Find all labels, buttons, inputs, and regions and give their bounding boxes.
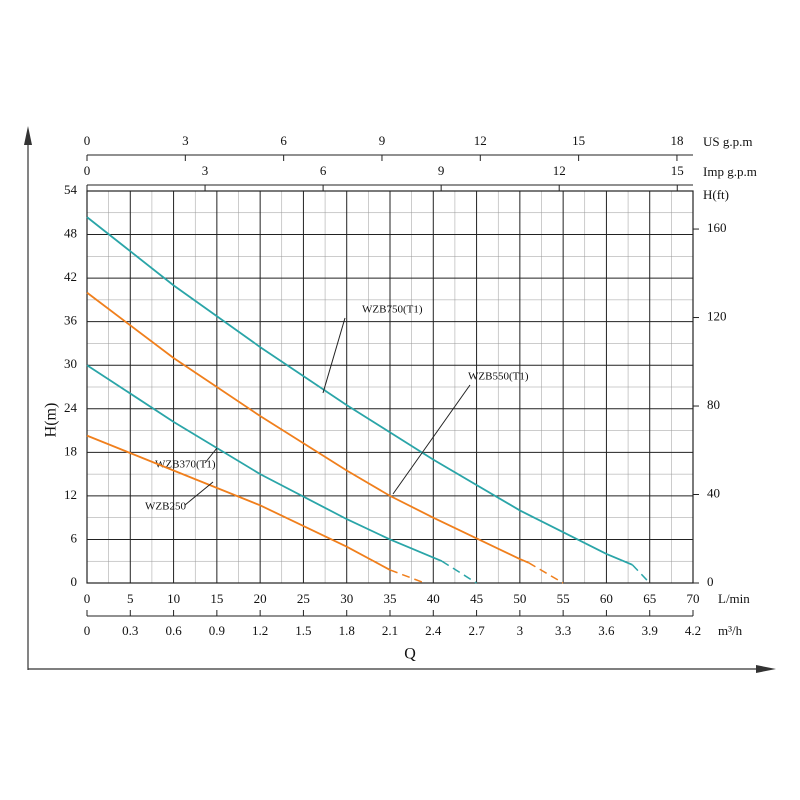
curve-extension [389,569,425,584]
x-tick-label: 10 [167,591,180,606]
extra-axis-tick-label: 3 [202,163,209,178]
y2-axis-label: H(ft) [703,187,729,202]
leader-line [184,481,214,506]
y2-tick-label: 40 [707,485,720,500]
curve-label: WZB370(T1) [155,459,216,471]
x-tick-label: 55 [557,591,570,606]
extra-axis-tick-label: 0.9 [209,623,225,638]
y2-tick-label: 80 [707,397,720,412]
extra-axis-tick-label: 1.8 [339,623,355,638]
extra-axis-label: Imp g.p.m [703,164,757,179]
x-tick-label: 20 [254,591,267,606]
extra-axis-tick-label: 6 [320,163,327,178]
extra-axis-tick-label: 15 [572,133,585,148]
y-tick-label: 42 [64,269,77,284]
extra-axis-tick-label: 4.2 [685,623,701,638]
y-axis-label: H(m) [43,403,60,438]
curve [86,434,391,571]
leader-line [392,384,471,495]
extra-axis-tick-label: 3 [517,623,524,638]
curve-extension [528,562,564,584]
extra-axis-tick-label: 2.7 [468,623,485,638]
y-tick-label: 24 [64,400,78,415]
extra-axis-tick-label: 3.6 [598,623,615,638]
extra-axis-tick-label: 0.3 [122,623,138,638]
arrow [24,126,32,145]
extra-axis-tick-label: 6 [280,133,287,148]
x-tick-label: 35 [384,591,397,606]
y2-tick-label: 0 [707,574,714,589]
x-tick-label: 30 [340,591,353,606]
y2-tick-label: 120 [707,309,727,324]
extra-axis-tick-label: 0 [84,623,91,638]
extra-axis-tick-label: 12 [474,133,487,148]
extra-axis-tick-label: 12 [553,163,566,178]
curve [86,291,529,564]
curve-label: WZB250 [145,501,186,513]
curve [86,216,633,566]
x-tick-label: 65 [643,591,656,606]
extra-axis-tick-label: 3.3 [555,623,571,638]
extra-axis-tick-label: 3 [182,133,189,148]
curve-extension [631,564,651,584]
curve-extension [441,560,477,584]
extra-axis-label: US g.p.m [703,134,752,149]
extra-axis-tick-label: 9 [379,133,386,148]
y-tick-label: 0 [71,574,78,589]
y-tick-label: 12 [64,487,77,502]
y-tick-label: 6 [71,530,78,545]
extra-axis-tick-label: 3.9 [642,623,658,638]
x-tick-label: 15 [210,591,223,606]
leader-line [322,317,346,394]
extra-axis-tick-label: 9 [438,163,445,178]
x-tick-label: 0 [84,591,91,606]
extra-axis-tick-label: 18 [670,133,683,148]
leader-line [204,447,218,464]
x-axis-label: Q [404,646,416,663]
x-tick-label: 70 [687,591,700,606]
y-tick-label: 36 [64,313,78,328]
curve-label: WZB750(T1) [362,304,423,316]
extra-axis-tick-label: 15 [671,163,684,178]
x-tick-label: 25 [297,591,310,606]
y-tick-label: 48 [64,226,77,241]
extra-axis-tick-label: 2.4 [425,623,442,638]
extra-axis-tick-label: 0 [84,133,91,148]
y-tick-label: 30 [64,356,77,371]
extra-axis-tick-label: 0 [84,163,91,178]
y-tick-label: 54 [64,182,78,197]
x-tick-label: 5 [127,591,134,606]
y-tick-label: 18 [64,443,77,458]
x-tick-label: 45 [470,591,483,606]
extra-axis-tick-label: 2.1 [382,623,398,638]
x-unit-label: L/min [718,591,750,606]
extra-axis-label: m³/h [718,623,743,638]
extra-axis-tick-label: 1.2 [252,623,268,638]
x-tick-label: 40 [427,591,440,606]
x-tick-label: 50 [513,591,526,606]
extra-axis-tick-label: 1.5 [295,623,311,638]
y2-tick-label: 160 [707,220,727,235]
curve-label: WZB550(T1) [468,371,529,383]
plot-frame [86,190,694,584]
curve [86,364,443,563]
arrow [756,665,776,673]
x-tick-label: 60 [600,591,613,606]
extra-axis-tick-label: 0.6 [165,623,182,638]
